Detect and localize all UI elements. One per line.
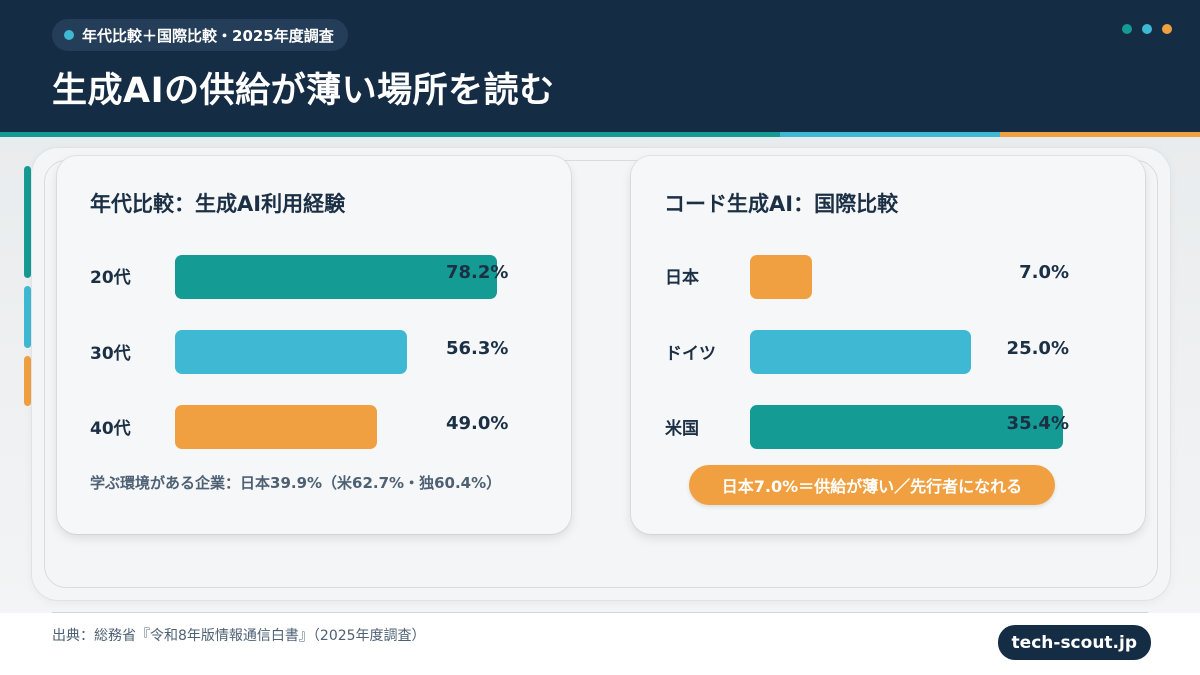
tag-dot-icon xyxy=(64,30,74,40)
page-title: 生成AIの供給が薄い場所を読む xyxy=(52,71,555,111)
footer-divider xyxy=(52,612,1148,613)
country-bar-usa xyxy=(750,405,1063,449)
age-value-20s: 78.2% xyxy=(446,262,509,283)
teal-dot-icon xyxy=(1122,24,1132,34)
survey-tag: 年代比較＋国際比較・2025年度調査 xyxy=(52,19,348,51)
survey-tag-label: 年代比較＋国際比較・2025年度調査 xyxy=(82,26,334,45)
age-label-40s: 40代 xyxy=(90,419,131,439)
accent-stripe xyxy=(0,132,1200,137)
orange-dot-icon xyxy=(1162,24,1172,34)
japan-callout-badge: 日本7.0%＝供給が薄い／先行者になれる xyxy=(689,465,1055,505)
country-label-japan: 日本 xyxy=(665,268,699,288)
age-value-40s: 49.0% xyxy=(446,413,509,434)
age-chart-title: 年代比較：生成AI利用経験 xyxy=(90,192,346,216)
learning-environment-note: 学ぶ環境がある企業：日本39.9%（米62.7%・独60.4%） xyxy=(90,474,502,492)
country-value-japan: 7.0% xyxy=(1019,262,1069,283)
age-bar-30s xyxy=(175,330,407,374)
country-label-germany: ドイツ xyxy=(665,344,716,364)
age-value-30s: 56.3% xyxy=(446,338,509,359)
age-label-30s: 30代 xyxy=(90,344,131,364)
age-bar-40s xyxy=(175,405,377,449)
age-label-20s: 20代 xyxy=(90,268,131,288)
country-bar-japan xyxy=(750,255,812,299)
header-banner: 年代比較＋国際比較・2025年度調査 生成AIの供給が薄い場所を読む xyxy=(0,0,1200,132)
decorative-dots xyxy=(1122,24,1172,34)
side-accent xyxy=(24,166,31,414)
country-label-usa: 米国 xyxy=(665,419,699,439)
country-comparison-card: コード生成AI：国際比較 日本 ドイツ 米国 7.0% 25.0% 35.4% … xyxy=(631,156,1145,534)
country-value-germany: 25.0% xyxy=(1006,338,1069,359)
source-citation: 出典：総務省『令和8年版情報通信白書』（2025年度調査） xyxy=(52,628,426,644)
brand-badge: tech-scout.jp xyxy=(997,625,1151,660)
country-bar-germany xyxy=(750,330,971,374)
age-bar-20s xyxy=(175,255,497,299)
country-value-usa: 35.4% xyxy=(1006,413,1069,434)
cyan-dot-icon xyxy=(1142,24,1152,34)
age-comparison-card: 年代比較：生成AI利用経験 20代 30代 40代 78.2% 56.3% 49… xyxy=(57,156,571,534)
content-frame-border xyxy=(44,160,1158,588)
country-chart-title: コード生成AI：国際比較 xyxy=(664,192,899,216)
